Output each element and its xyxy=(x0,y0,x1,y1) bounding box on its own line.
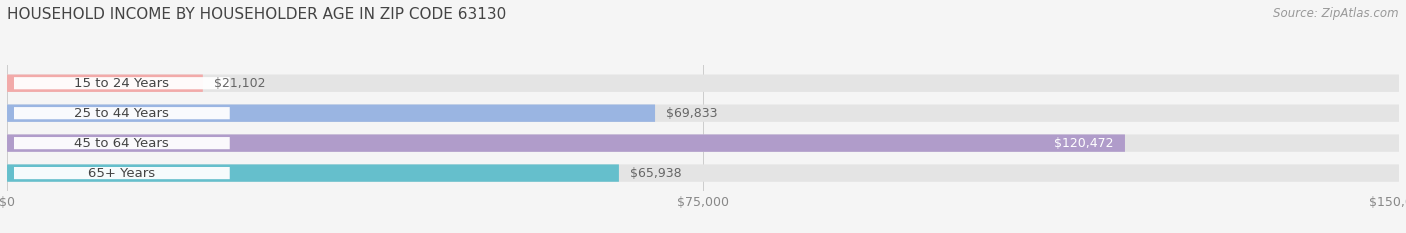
Text: $65,938: $65,938 xyxy=(630,167,682,180)
Text: HOUSEHOLD INCOME BY HOUSEHOLDER AGE IN ZIP CODE 63130: HOUSEHOLD INCOME BY HOUSEHOLDER AGE IN Z… xyxy=(7,7,506,22)
FancyBboxPatch shape xyxy=(14,137,229,149)
Text: $69,833: $69,833 xyxy=(666,107,717,120)
FancyBboxPatch shape xyxy=(14,77,229,89)
FancyBboxPatch shape xyxy=(7,134,1125,152)
Text: 45 to 64 Years: 45 to 64 Years xyxy=(75,137,169,150)
FancyBboxPatch shape xyxy=(14,167,229,179)
Text: $21,102: $21,102 xyxy=(214,77,266,90)
FancyBboxPatch shape xyxy=(7,164,1399,182)
Text: 65+ Years: 65+ Years xyxy=(89,167,156,180)
FancyBboxPatch shape xyxy=(14,107,229,119)
FancyBboxPatch shape xyxy=(7,164,619,182)
Text: 15 to 24 Years: 15 to 24 Years xyxy=(75,77,169,90)
FancyBboxPatch shape xyxy=(7,104,655,122)
FancyBboxPatch shape xyxy=(7,104,1399,122)
FancyBboxPatch shape xyxy=(7,75,1399,92)
FancyBboxPatch shape xyxy=(7,75,202,92)
Text: Source: ZipAtlas.com: Source: ZipAtlas.com xyxy=(1274,7,1399,20)
Text: 25 to 44 Years: 25 to 44 Years xyxy=(75,107,169,120)
FancyBboxPatch shape xyxy=(7,134,1399,152)
Text: $120,472: $120,472 xyxy=(1054,137,1114,150)
